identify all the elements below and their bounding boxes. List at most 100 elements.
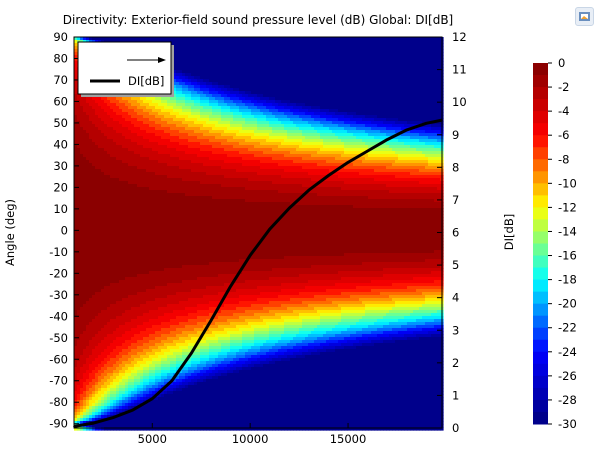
- heatmap-cell: [128, 391, 132, 395]
- heatmap-cell: [113, 406, 117, 410]
- heatmap-cell: [89, 172, 93, 176]
- heatmap-cell: [152, 118, 156, 122]
- heatmap-cell: [143, 109, 147, 113]
- heatmap-cell: [104, 304, 108, 308]
- heatmap-cell: [182, 205, 186, 209]
- heatmap-cell: [110, 106, 114, 110]
- heatmap-cell: [131, 397, 135, 401]
- heatmap-cell: [158, 322, 162, 326]
- heatmap-cell: [80, 244, 84, 248]
- heatmap-cell: [128, 157, 132, 161]
- heatmap-cell: [104, 241, 108, 245]
- heatmap-cell: [110, 361, 114, 365]
- heatmap-cell: [164, 103, 168, 107]
- heatmap-cell: [170, 118, 174, 122]
- heatmap-cell: [164, 118, 168, 122]
- heatmap-cell: [110, 406, 114, 410]
- heatmap-cell: [173, 52, 177, 56]
- heatmap-cell: [176, 391, 180, 395]
- heatmap-cell: [131, 310, 135, 314]
- heatmap-cell: [137, 148, 141, 152]
- heatmap-cell: [128, 97, 132, 101]
- heatmap-cell: [143, 271, 147, 275]
- heatmap-cell: [80, 250, 84, 254]
- heatmap-cell: [80, 415, 84, 419]
- heatmap-cell: [131, 124, 135, 128]
- heatmap-cell: [107, 256, 111, 260]
- heatmap-cell: [122, 421, 126, 425]
- heatmap-cell: [155, 382, 159, 386]
- heatmap-cell: [92, 226, 96, 230]
- heatmap-cell: [173, 298, 177, 302]
- heatmap-cell: [179, 220, 183, 224]
- heatmap-cell: [86, 289, 90, 293]
- heatmap-cell: [140, 265, 144, 269]
- heatmap-cell: [92, 229, 96, 233]
- heatmap-cell: [149, 187, 153, 191]
- heatmap-cell: [137, 313, 141, 317]
- heatmap-cell: [185, 82, 189, 86]
- heatmap-cell: [80, 148, 84, 152]
- heatmap-cell: [158, 226, 162, 230]
- heatmap-cell: [179, 55, 183, 59]
- heatmap-cell: [176, 289, 180, 293]
- heatmap-cell: [140, 223, 144, 227]
- heatmap-cell: [131, 424, 135, 428]
- heatmap-cell: [92, 271, 96, 275]
- heatmap-cell: [101, 145, 105, 149]
- heatmap-cell: [164, 124, 168, 128]
- heatmap-cell: [107, 340, 111, 344]
- heatmap-cell: [185, 253, 189, 257]
- heatmap-cell: [164, 346, 168, 350]
- heatmap-cell: [128, 355, 132, 359]
- heatmap-cell: [185, 103, 189, 107]
- heatmap-cell: [155, 292, 159, 296]
- heatmap-cell: [89, 328, 93, 332]
- heatmap-cell: [92, 367, 96, 371]
- heatmap-cell: [173, 292, 177, 296]
- heatmap-cell: [137, 142, 141, 146]
- heatmap-cell: [134, 388, 138, 392]
- heatmap-cell: [107, 229, 111, 233]
- heatmap-cell: [86, 175, 90, 179]
- heatmap-cell: [80, 238, 84, 242]
- heatmap-cell: [176, 427, 180, 431]
- heatmap-cell: [104, 226, 108, 230]
- heatmap-cell: [140, 250, 144, 254]
- heatmap-cell: [176, 100, 180, 104]
- heatmap-cell: [116, 145, 120, 149]
- heatmap-cell: [173, 337, 177, 341]
- heatmap-cell: [170, 157, 174, 161]
- heatmap-cell: [77, 271, 81, 275]
- heatmap-cell: [107, 121, 111, 125]
- heatmap-cell: [143, 322, 147, 326]
- heatmap-cell: [122, 124, 126, 128]
- heatmap-cell: [116, 418, 120, 422]
- heatmap-cell: [170, 364, 174, 368]
- heatmap-cell: [107, 334, 111, 338]
- heatmap-cell: [119, 106, 123, 110]
- heatmap-cell: [83, 364, 87, 368]
- heatmap-cell: [158, 133, 162, 137]
- heatmap-cell: [167, 247, 171, 251]
- heatmap-cell: [122, 394, 126, 398]
- heatmap-cell: [77, 196, 81, 200]
- heatmap-cell: [176, 76, 180, 80]
- heatmap-cell: [179, 256, 183, 260]
- heatmap-cell: [182, 178, 186, 182]
- heatmap-cell: [89, 388, 93, 392]
- heatmap-cell: [137, 280, 141, 284]
- heatmap-cell: [143, 370, 147, 374]
- heatmap-cell: [104, 322, 108, 326]
- heatmap-cell: [158, 166, 162, 170]
- heatmap-cell: [152, 130, 156, 134]
- heatmap-cell: [104, 187, 108, 191]
- heatmap-cell: [89, 427, 93, 431]
- heatmap-cell: [119, 379, 123, 383]
- heatmap-cell: [152, 355, 156, 359]
- heatmap-cell: [167, 406, 171, 410]
- heatmap-cell: [182, 232, 186, 236]
- heatmap-cell: [83, 274, 87, 278]
- heatmap-cell: [77, 202, 81, 206]
- heatmap-cell: [89, 253, 93, 257]
